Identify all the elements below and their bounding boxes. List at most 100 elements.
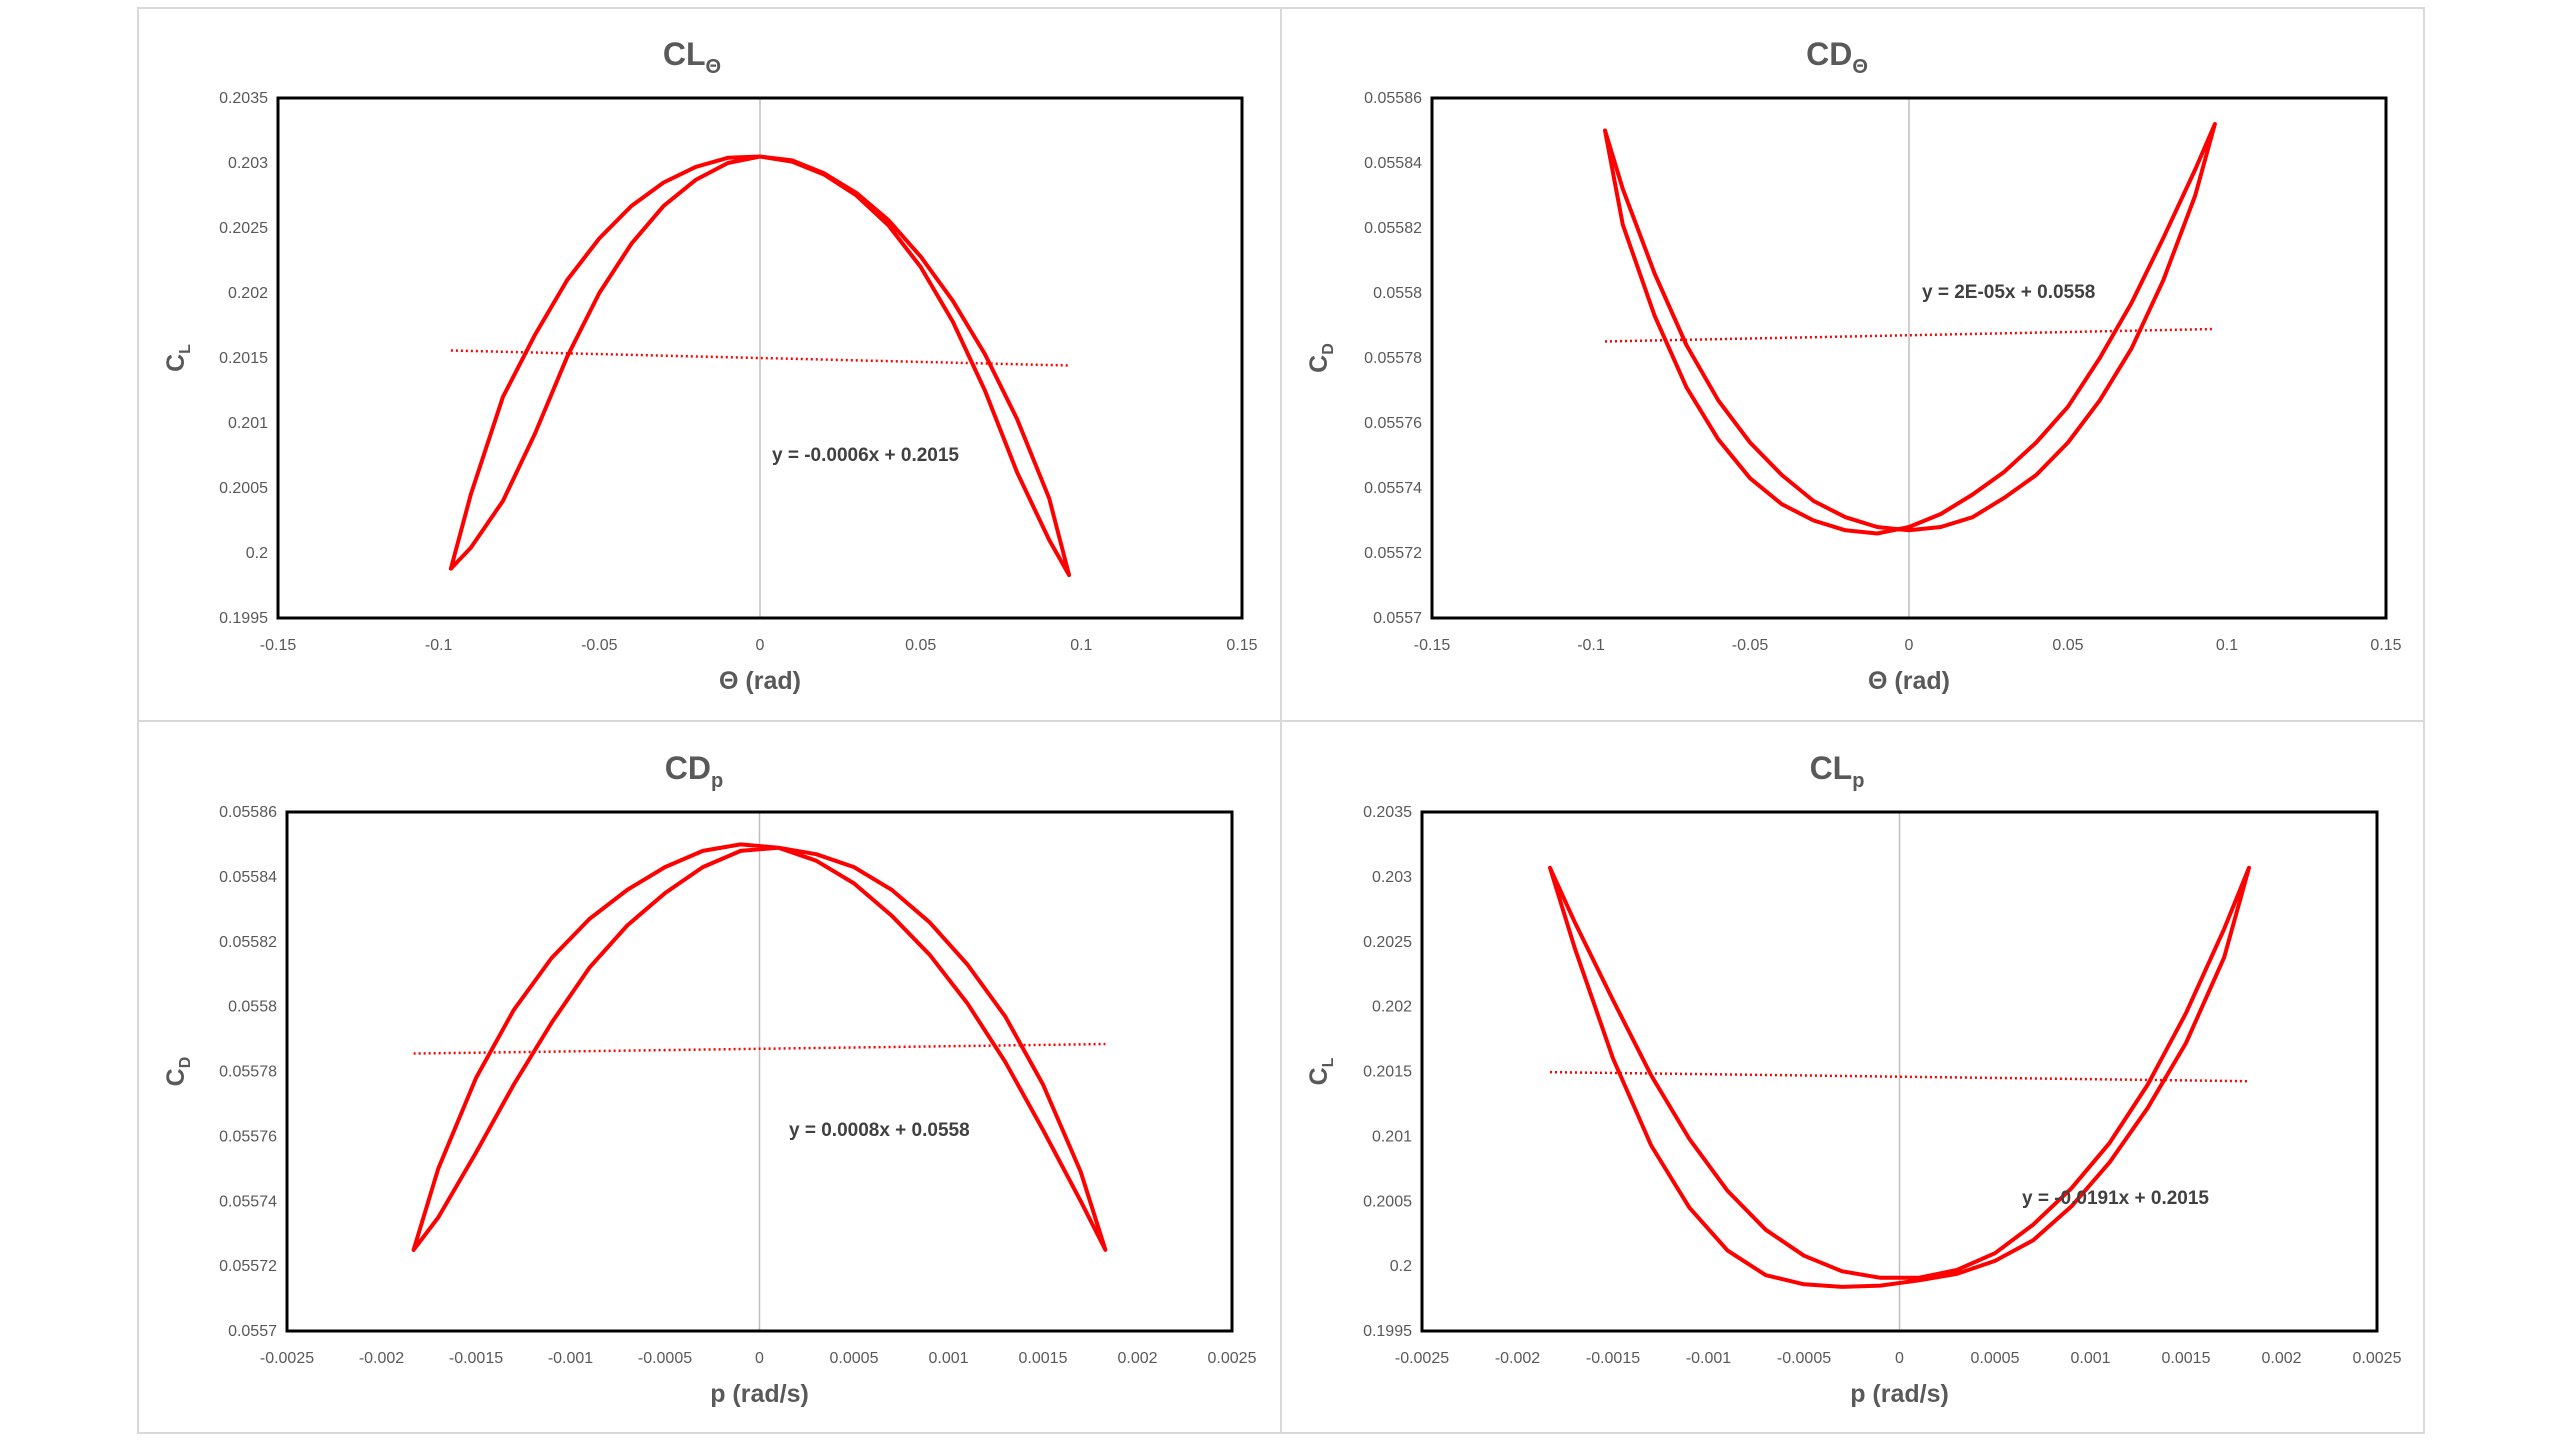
x-tick-label: 0.1 [2216, 637, 2238, 654]
chart-cl-theta: CLΘ0.19950.20.20050.2010.20150.2020.2025… [162, 36, 1258, 695]
data-point [928, 920, 932, 924]
data-point [2098, 356, 2102, 360]
data-point [1003, 1014, 1007, 1018]
data-point [1047, 538, 1051, 542]
data-point [469, 546, 473, 550]
data-point [965, 963, 969, 966]
data-point [1649, 1144, 1653, 1147]
chart-title-subscript: Θ [1852, 56, 1868, 78]
y-tick-label: 0.05586 [219, 804, 277, 821]
x-tick-label: 0.0015 [1019, 1350, 1068, 1367]
plot-area [1420, 810, 2379, 1333]
data-point [1993, 1259, 1997, 1263]
y-tick-label: 0.2025 [1363, 934, 1412, 951]
x-tick-label: -0.002 [359, 1350, 404, 1367]
y-axis-title-main: C [162, 1068, 190, 1086]
data-point [449, 567, 453, 571]
data-point [625, 888, 629, 892]
trendline-equation: y = 2E-05x + 0.0558 [1922, 282, 2095, 303]
chart-cl-p: CLp0.19950.20.20050.2010.20150.2020.2025… [1305, 750, 2402, 1408]
y-axis-title: CL [1305, 1057, 1337, 1085]
data-point [597, 291, 601, 295]
x-tick-label: -0.1 [425, 637, 453, 654]
data-point [474, 1151, 478, 1155]
x-axis-title: Θ (rad) [719, 667, 801, 695]
y-tick-label: 0.2 [246, 545, 268, 562]
data-point [2034, 441, 2038, 444]
chart-panel-cl-theta: CLΘ 0.1995 0.2 0.2005 0.201 0.2015 0.202 0.2025… [137, 7, 1282, 722]
data-point [2130, 346, 2134, 350]
y-tick-label: 0.05572 [219, 1258, 277, 1275]
data-point [2146, 1083, 2150, 1086]
data-point [533, 333, 537, 337]
data-point [1971, 515, 1975, 519]
data-point [965, 1001, 969, 1005]
y-axis-title: CD [162, 1057, 194, 1087]
chart-title-subscript: p [1852, 770, 1864, 792]
y-tick-label: 0.0557 [228, 1323, 277, 1340]
data-point [630, 242, 633, 246]
y-axis-title-main: C [1305, 1067, 1333, 1085]
data-point [1684, 385, 1688, 389]
data-point [550, 1021, 554, 1025]
data-point [1802, 1254, 1806, 1258]
data-point [2146, 1106, 2150, 1110]
y-axis-title-main: C [1305, 355, 1333, 373]
x-tick-label: 0 [1895, 1350, 1904, 1367]
y-tick-label: 0.05578 [1364, 350, 1422, 367]
y-axis-title-subscript: L [1320, 1057, 1337, 1067]
y-axis-title-subscript: D [1320, 343, 1337, 355]
plot-area [1430, 96, 2388, 620]
x-tick-label: -0.15 [260, 637, 297, 654]
x-tick-label: -0.05 [581, 637, 618, 654]
data-point [2161, 278, 2165, 282]
data-point [1802, 1282, 1806, 1286]
data-point [1939, 525, 1943, 529]
data-point [928, 953, 932, 957]
trendline-equation: y = 0.0008x + 0.0558 [789, 1120, 970, 1141]
x-tick-label: 0.0005 [830, 1350, 879, 1367]
data-point [587, 966, 591, 970]
data-point [1843, 528, 1847, 532]
data-point [2130, 301, 2134, 305]
data-point [412, 1248, 416, 1252]
data-point [1971, 493, 1975, 496]
y-tick-label: 0.203 [1372, 869, 1412, 886]
series-loop-0 [1603, 122, 2217, 536]
data-point [951, 320, 955, 324]
chart-title: CDΘ [1806, 36, 1868, 78]
trendline-equation: y = -0.0006x + 0.2015 [772, 445, 959, 466]
y-tick-label: 0.05582 [1364, 220, 1422, 237]
data-point [663, 891, 667, 895]
x-tick-label: 0.0005 [1971, 1350, 2020, 1367]
chart-title-main: CD [1806, 36, 1852, 72]
x-tick-label: -0.0015 [449, 1350, 503, 1367]
data-point [854, 194, 858, 197]
data-point [501, 499, 505, 503]
data-point [1764, 1228, 1768, 1232]
data-point [1573, 920, 1577, 924]
data-point [2247, 866, 2251, 870]
data-point [2002, 470, 2006, 474]
y-tick-label: 0.0558 [228, 999, 277, 1016]
data-point [758, 155, 762, 158]
data-point [2031, 1238, 2035, 1242]
data-point [1955, 1268, 1959, 1272]
data-point [2066, 441, 2070, 444]
data-point [887, 218, 890, 222]
chart-title-main: CD [665, 750, 711, 786]
data-point [565, 278, 569, 282]
y-tick-label: 0.05584 [1364, 155, 1422, 172]
data-point [1047, 496, 1051, 500]
x-axis-title: Θ (rad) [1868, 667, 1950, 695]
chart-title: CLp [1810, 750, 1865, 792]
data-point [983, 389, 987, 392]
data-point [701, 849, 705, 853]
data-point [1041, 1128, 1045, 1132]
data-point [2031, 1223, 2035, 1227]
y-tick-label: 0.201 [1372, 1128, 1412, 1145]
plot-area [276, 96, 1244, 620]
x-axis-title: p (rad/s) [710, 1380, 809, 1408]
data-point [1067, 573, 1071, 577]
data-point [663, 865, 667, 869]
